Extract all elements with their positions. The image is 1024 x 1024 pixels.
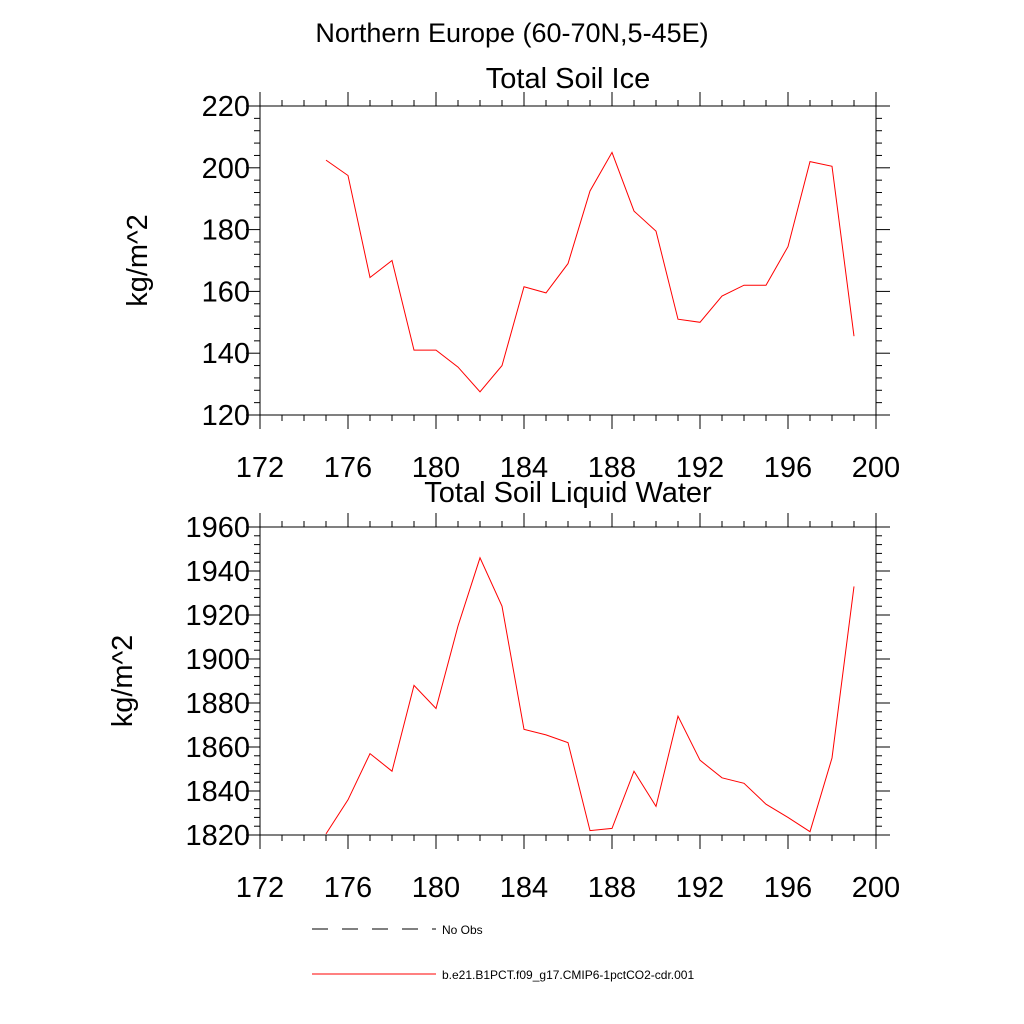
chart-title: Total Soil Liquid Water	[424, 477, 712, 509]
series-line	[325, 556, 855, 835]
x-tick-label: 172	[236, 872, 284, 904]
y-tick-label: 140	[202, 338, 250, 370]
x-tick-label: 196	[764, 872, 812, 904]
y-tick-label: 1820	[185, 820, 250, 852]
x-tick-label: 180	[412, 452, 460, 484]
y-tick-label: 1960	[185, 512, 250, 544]
y-tick-label: 1860	[185, 732, 250, 764]
series-line	[325, 151, 855, 393]
x-tick-label: 176	[324, 452, 372, 484]
y-axis-label: kg/m^2	[122, 214, 154, 307]
y-tick-label: 200	[202, 153, 250, 185]
x-tick-label: 188	[588, 872, 636, 904]
x-tick-label: 188	[588, 452, 636, 484]
x-tick-label: 196	[764, 452, 812, 484]
y-tick-label: 160	[202, 276, 250, 308]
y-axis-label: kg/m^2	[107, 635, 139, 728]
legend-run-label: b.e21.B1PCT.f09_g17.CMIP6-1pctCO2-cdr.00…	[442, 968, 694, 982]
x-tick-label: 176	[324, 872, 372, 904]
legend: No Obs b.e21.B1PCT.f09_g17.CMIP6-1pctCO2…	[312, 923, 694, 982]
panel-total-soil-liquid-water: Total Soil Liquid Water kg/m^2 172 176 180 18…	[107, 477, 900, 904]
plot-frame	[259, 105, 877, 416]
y-tick-label: 220	[202, 91, 250, 123]
y-tick-label: 180	[202, 215, 250, 247]
x-tick-label: 200	[852, 452, 900, 484]
x-tick-label: 184	[500, 452, 548, 484]
figure-title: Northern Europe (60-70N,5-45E)	[315, 18, 708, 48]
y-tick-label: 1840	[185, 776, 250, 808]
legend-no-obs-label: No Obs	[442, 923, 483, 937]
plot-frame	[259, 526, 877, 836]
y-tick-label: 1940	[185, 556, 250, 588]
x-tick-label: 184	[500, 872, 548, 904]
x-tick-label: 200	[852, 872, 900, 904]
panel-total-soil-ice: Total Soil Ice kg/m^2 172 176 180 184 188 192 19…	[122, 63, 900, 484]
chart-title: Total Soil Ice	[486, 63, 650, 95]
x-tick-label: 180	[412, 872, 460, 904]
y-tick-label: 120	[202, 400, 250, 432]
y-tick-label: 1880	[185, 688, 250, 720]
x-tick-label: 172	[236, 452, 284, 484]
y-tick-label: 1920	[185, 600, 250, 632]
x-tick-label: 192	[676, 452, 724, 484]
x-tick-label: 192	[676, 872, 724, 904]
y-tick-label: 1900	[185, 644, 250, 676]
